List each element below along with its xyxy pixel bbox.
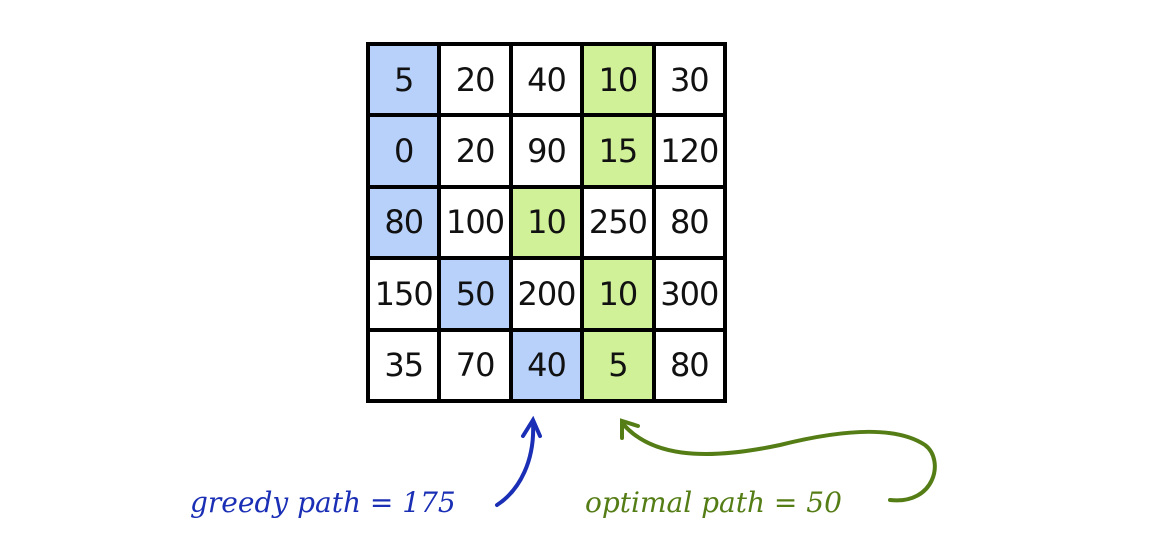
- grid-cell: 80: [655, 188, 723, 257]
- grid-cell: 80: [370, 188, 438, 257]
- grid-cell: 90: [512, 117, 581, 185]
- grid-cell: 10: [584, 260, 652, 328]
- grid-cell: 0: [370, 117, 438, 185]
- grid-cell: 50: [441, 260, 509, 328]
- grid-cell: 100: [441, 188, 509, 257]
- grid-cell: 10: [512, 188, 581, 257]
- grid-cell: 10: [584, 46, 652, 114]
- grid-cell: 40: [512, 46, 581, 114]
- grid-cell: 15: [584, 117, 652, 185]
- cost-grid: 5 20 40 10 30 0 20 90 15 120 80 100 10 250 80 150 50 200 1…: [366, 42, 727, 403]
- grid-cell: 70: [441, 331, 509, 399]
- greedy-arrow: [495, 415, 542, 507]
- grid-cell: 40: [512, 331, 581, 399]
- grid-cell: 80: [655, 331, 723, 399]
- grid-cell: 35: [370, 331, 438, 399]
- grid-cell: 5: [370, 46, 438, 114]
- greedy-path-label: greedy path = 175: [190, 486, 456, 519]
- grid-cell: 250: [584, 188, 652, 257]
- grid-cell: 200: [512, 260, 581, 328]
- grid-cell: 20: [441, 46, 509, 114]
- grid-cell: 5: [584, 331, 652, 399]
- optimal-arrow: [620, 418, 937, 503]
- grid-cell: 300: [655, 260, 723, 328]
- optimal-path-label: optimal path = 50: [585, 486, 842, 519]
- grid-cell: 20: [441, 117, 509, 185]
- grid-cell: 150: [370, 260, 438, 328]
- grid-cell: 120: [655, 117, 723, 185]
- grid-cell: 30: [655, 46, 723, 114]
